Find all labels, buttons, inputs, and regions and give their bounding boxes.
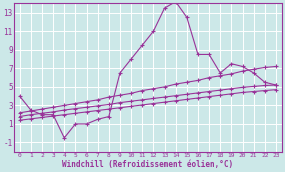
X-axis label: Windchill (Refroidissement éolien,°C): Windchill (Refroidissement éolien,°C) [62, 159, 233, 169]
